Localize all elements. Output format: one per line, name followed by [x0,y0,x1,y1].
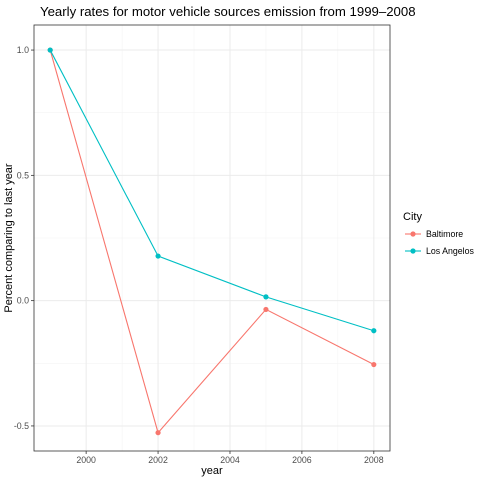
x-tick-label: 2004 [220,455,240,465]
series-layer [47,47,377,436]
y-tick-label: 1.0 [17,45,29,55]
x-tick-label: 2006 [292,455,312,465]
data-point [155,253,161,259]
legend-key-point [410,248,416,254]
y-tick-label: 0.0 [17,296,29,306]
x-axis-title: year [201,465,223,477]
legend-label: Los Angelos [426,246,475,256]
series-line [49,49,374,332]
data-point [263,306,269,313]
grid [34,25,390,451]
series-line [49,49,375,434]
data-point [155,430,161,436]
legend-key-point [410,231,416,237]
y-tick-label: 0.5 [17,170,29,180]
chart-title: Yearly rates for motor vehicle sources e… [40,4,416,19]
x-tick-label: 2000 [76,455,96,465]
axes: 2000 2002 2004 2006 2008 -0.5 0.0 0.5 1.0 [14,45,384,465]
legend: City Baltimore Los Angelos [403,211,475,256]
plot-border [33,24,391,452]
y-tick-label: -0.5 [14,421,29,431]
legend-label: Baltimore [426,229,463,239]
data-point [263,294,269,300]
legend-title: City [403,211,422,223]
y-axis-title: Percent comparing to last year [3,163,15,313]
data-point [47,47,53,53]
x-tick-label: 2008 [364,455,384,465]
data-point [371,361,377,368]
x-tick-label: 2002 [148,455,168,465]
data-point [371,328,377,334]
